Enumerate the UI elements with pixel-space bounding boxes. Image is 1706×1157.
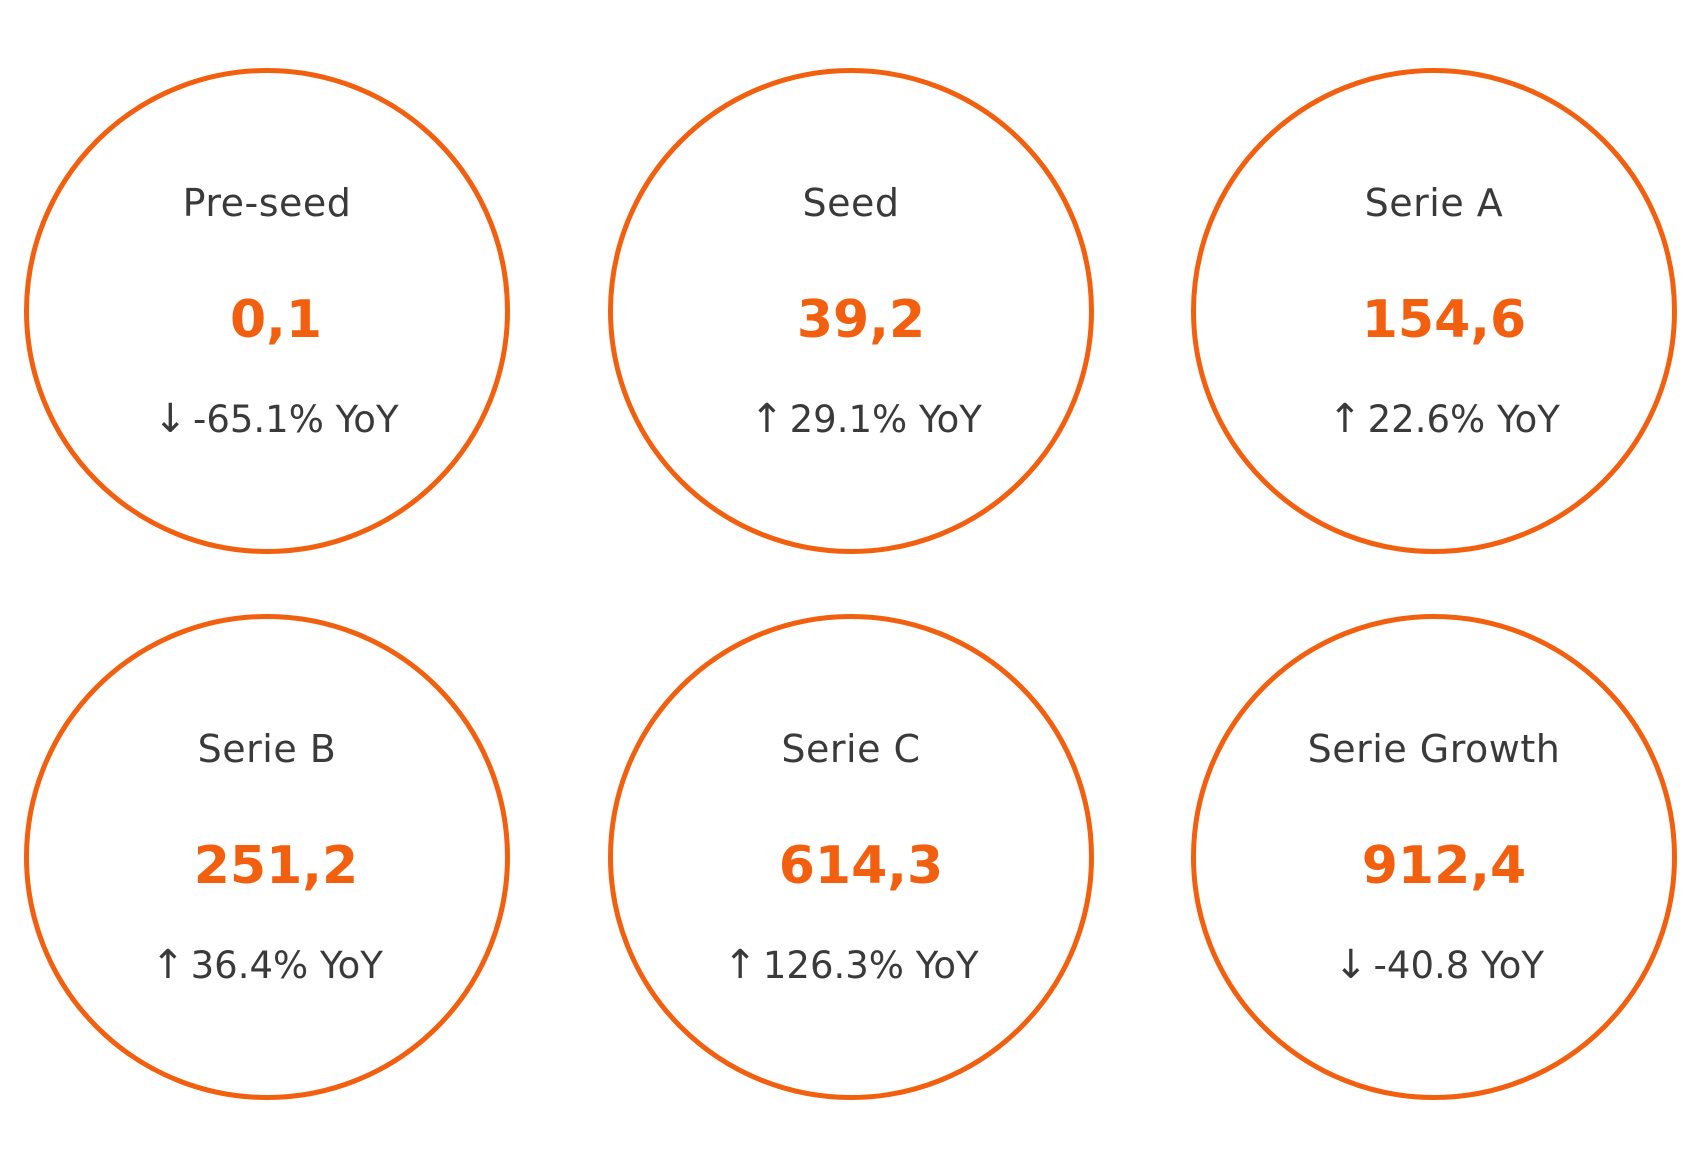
arrow-up-icon: ↑ bbox=[151, 942, 185, 988]
arrow-down-icon: ↓ bbox=[153, 396, 187, 442]
stage-card-pre-seed: Pre-seed 0,1 ↓ -65.1% YoY bbox=[24, 68, 510, 554]
arrow-down-icon: ↓ bbox=[1334, 942, 1368, 988]
stage-value: 154,6 bbox=[1361, 290, 1527, 350]
stage-card-serie-a: Serie A 154,6 ↑ 22.6% YoY bbox=[1191, 68, 1677, 554]
stage-change: ↑ 22.6% YoY bbox=[1196, 396, 1672, 442]
stage-change: ↓ -40.8 YoY bbox=[1196, 942, 1672, 988]
stage-label: Serie C bbox=[781, 727, 921, 771]
stage-card-seed: Seed 39,2 ↑ 29.1% YoY bbox=[608, 68, 1094, 554]
stage-change: ↑ 36.4% YoY bbox=[29, 942, 505, 988]
stage-change: ↑ 29.1% YoY bbox=[613, 396, 1089, 442]
stage-label: Serie B bbox=[197, 727, 337, 771]
arrow-up-icon: ↑ bbox=[723, 942, 757, 988]
stage-card-serie-b: Serie B 251,2 ↑ 36.4% YoY bbox=[24, 614, 510, 1100]
arrow-up-icon: ↑ bbox=[1328, 396, 1362, 442]
arrow-up-icon: ↑ bbox=[750, 396, 784, 442]
change-text: 126.3% YoY bbox=[762, 944, 979, 987]
stage-change: ↑ 126.3% YoY bbox=[613, 942, 1089, 988]
stage-value: 251,2 bbox=[193, 836, 359, 896]
stage-value: 39,2 bbox=[796, 290, 926, 350]
stage-value: 614,3 bbox=[778, 836, 944, 896]
stage-card-serie-c: Serie C 614,3 ↑ 126.3% YoY bbox=[608, 614, 1094, 1100]
stage-label: Serie A bbox=[1364, 181, 1504, 225]
change-text: 29.1% YoY bbox=[789, 398, 982, 441]
change-text: 22.6% YoY bbox=[1367, 398, 1560, 441]
stage-change: ↓ -65.1% YoY bbox=[29, 396, 505, 442]
stage-label: Pre-seed bbox=[182, 181, 352, 225]
stage-label: Seed bbox=[802, 181, 900, 225]
change-text: 36.4% YoY bbox=[190, 944, 383, 987]
change-text: -65.1% YoY bbox=[192, 398, 399, 441]
stage-value: 0,1 bbox=[229, 290, 323, 350]
stage-card-serie-growth: Serie Growth 912,4 ↓ -40.8 YoY bbox=[1191, 614, 1677, 1100]
stage-value: 912,4 bbox=[1361, 836, 1527, 896]
stage-label: Serie Growth bbox=[1307, 727, 1561, 771]
change-text: -40.8 YoY bbox=[1373, 944, 1544, 987]
